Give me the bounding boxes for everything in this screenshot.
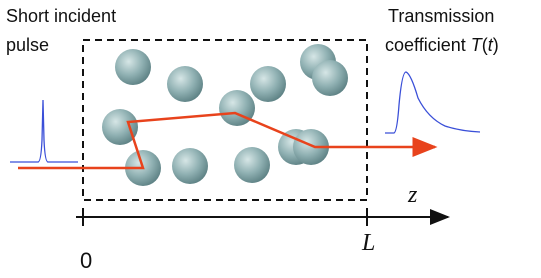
sphere xyxy=(234,147,270,183)
sphere xyxy=(219,90,255,126)
text: ) xyxy=(493,35,499,55)
sphere xyxy=(172,148,208,184)
axis-end: L xyxy=(361,230,375,256)
sphere xyxy=(167,66,203,102)
right-label-line: coefficient T(t) xyxy=(385,35,499,55)
text: coefficient xyxy=(385,35,471,55)
incident-pulse xyxy=(10,100,78,162)
axis-variable: z xyxy=(407,182,418,208)
sphere xyxy=(312,60,348,96)
right-label-line: Transmission xyxy=(388,6,494,26)
left-label-line: pulse xyxy=(6,35,49,55)
diagram: Short incident pulse Transmission coeffi… xyxy=(0,0,541,278)
transmitted-pulse xyxy=(385,72,480,133)
left-label-line: Short incident xyxy=(6,6,116,26)
sphere xyxy=(250,66,286,102)
axis-start: 0 xyxy=(80,248,92,273)
sphere xyxy=(115,49,151,85)
